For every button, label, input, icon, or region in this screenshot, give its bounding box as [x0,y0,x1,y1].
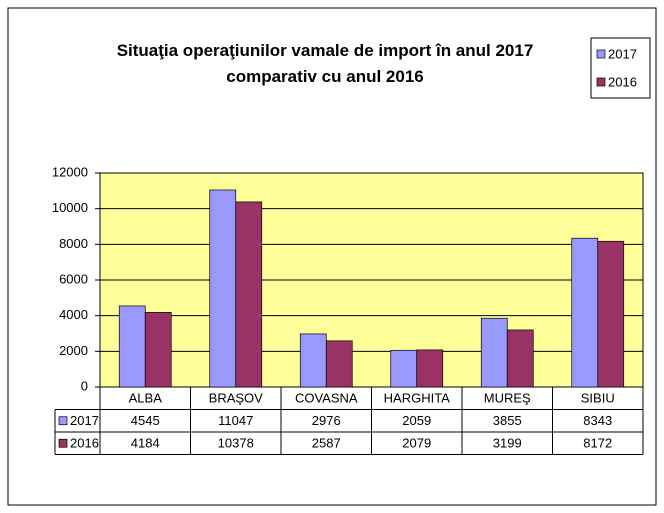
x-tick-label: HARGHITA [384,391,451,406]
table-value: 2079 [402,436,431,451]
bar [480,317,508,388]
bar [209,189,237,388]
y-tick-label: 0 [81,378,88,393]
bar [416,349,444,388]
y-tick-label: 2000 [59,343,88,358]
bar [571,237,599,388]
table-legend-key [58,416,68,426]
y-tick-label: 6000 [59,271,88,286]
x-tick-label: BRAŞOV [209,391,264,406]
table-value: 2587 [312,436,341,451]
y-tick-label: 10000 [52,200,88,215]
legend-key [596,77,606,87]
x-tick-label: ALBA [129,391,163,406]
bar [118,305,146,388]
table-value: 8172 [583,436,612,451]
y-tick-label: 8000 [59,236,88,251]
table-value: 3855 [493,413,522,428]
y-tick-label: 4000 [59,307,88,322]
legend-key [596,49,606,59]
bar [390,349,418,388]
bar [235,201,263,388]
bar [325,340,353,388]
table-legend-key [58,438,68,448]
table-value: 10378 [218,436,254,451]
table-series-name: 2017 [70,413,99,428]
x-tick-label: COVASNA [295,391,358,406]
bar [299,333,327,388]
table-value: 2059 [402,413,431,428]
legend-box [590,37,651,99]
chart-title: Situaţia operaţiunilor vamale de import … [116,41,534,86]
bar [144,312,172,388]
table-value: 2976 [312,413,341,428]
table-value: 4184 [131,436,160,451]
table-value: 11047 [218,413,253,428]
table-value: 8343 [583,413,612,428]
bar [506,329,534,388]
table-value: 4545 [131,413,160,428]
bar [597,240,625,388]
legend-label: 2017 [608,46,637,61]
legend-label: 2016 [608,74,637,89]
x-tick-label: MUREŞ [484,391,531,406]
table-value: 3199 [493,436,522,451]
x-tick-label: SIBIU [581,391,615,406]
y-tick-label: 12000 [52,164,88,179]
table-series-name: 2016 [70,436,99,451]
